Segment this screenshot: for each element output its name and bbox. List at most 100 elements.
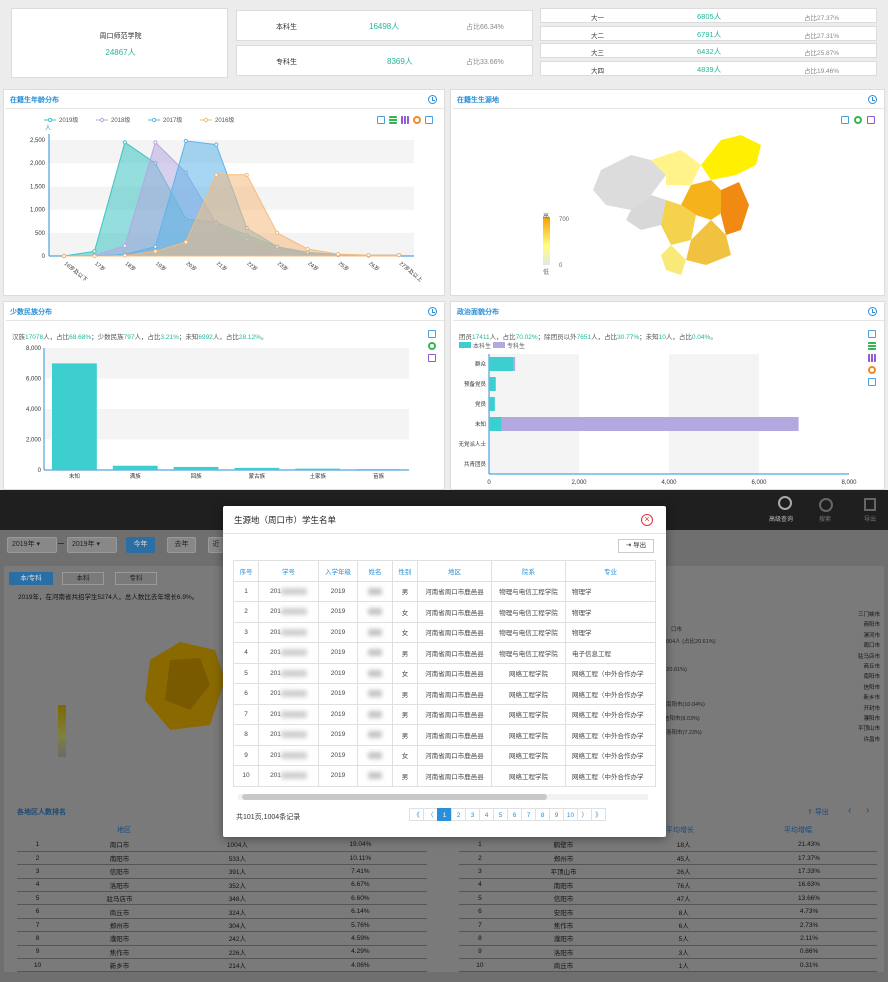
table-row[interactable]: 10 201 2019 男河南省周口市鹿邑县 网络工程学院 网络工程（中外合作办学 [233, 765, 656, 787]
tab-undergrad[interactable]: 本科 [62, 572, 104, 585]
tab-all[interactable]: 本/专科 [9, 572, 53, 585]
table-row: 10 新乡市 214人 4.06% [17, 958, 427, 973]
legend-item[interactable]: 周口市 [863, 643, 880, 650]
data-view-icon[interactable] [868, 330, 876, 338]
data-view-icon[interactable] [377, 116, 385, 124]
page-button[interactable]: 8 [535, 808, 550, 821]
table-row[interactable]: 2 201 2019 女河南省周口市鹿邑县 物理与电信工程学院 物理学 [233, 601, 656, 623]
table-row[interactable]: 5 201 2019 女河南省周口市鹿邑县 网络工程学院 网络工程（中外合作办学 [233, 662, 656, 684]
table-row[interactable]: 9 201 2019 女河南省周口市鹿邑县 网络工程学院 网络工程（中外合作办学 [233, 744, 656, 766]
history-icon[interactable] [868, 95, 877, 104]
recent-button[interactable]: 近 [208, 537, 224, 553]
export-button[interactable]: ⇥ 导出 [618, 539, 654, 553]
table-row[interactable]: 7 201 2019 男河南省周口市鹿邑县 网络工程学院 网络工程（中外合作办学 [233, 703, 656, 725]
grid-band [44, 348, 409, 379]
student-name [357, 621, 393, 643]
export-icon[interactable] [864, 498, 876, 511]
legend-item[interactable]: 驻马店市 [857, 653, 880, 660]
area-series-3 [64, 174, 400, 257]
data-view-icon[interactable] [841, 116, 849, 124]
column-header[interactable]: 入学年级 [318, 560, 358, 582]
search-label[interactable]: 搜索 [819, 517, 832, 523]
column-header[interactable]: 序号 [233, 560, 259, 582]
page-button[interactable]: 〈 [423, 808, 438, 821]
table-row[interactable]: 3 201 2019 女河南省周口市鹿邑县 物理与电信工程学院 物理学 [233, 621, 656, 643]
legend-undergrad[interactable]: 本科生 [473, 344, 492, 350]
legend-item[interactable]: 南阳市 [863, 674, 880, 681]
column-header[interactable]: 专业 [565, 560, 656, 582]
save-image-icon[interactable] [868, 378, 876, 386]
legend-item[interactable]: 漯河市 [863, 632, 880, 639]
page-button[interactable]: 2 [451, 808, 466, 821]
data-view-icon[interactable] [428, 330, 436, 338]
table-row[interactable]: 1 201 2019 男河南省周口市鹿邑县 物理与电信工程学院 物理学 [233, 580, 656, 602]
table-row[interactable]: 8 201 2019 男河南省周口市鹿邑县 网络工程学院 网络工程（中外合作办学 [233, 724, 656, 746]
table-row[interactable]: 4 201 2019 男河南省周口市鹿邑县 物理与电信工程学院 电子信息工程 [233, 642, 656, 664]
line-chart-icon[interactable] [868, 342, 876, 350]
line-chart-icon[interactable] [389, 116, 397, 124]
grid-band [44, 439, 409, 470]
legend-item[interactable]: 信阳市 [863, 684, 880, 691]
legend-item[interactable]: 平顶山市 [857, 726, 880, 733]
legend-item[interactable]: 濮阳市 [863, 716, 880, 722]
page-button[interactable]: 3 [465, 808, 480, 821]
legend-item[interactable]: 商阳市 [863, 622, 880, 629]
next-arrow-icon[interactable]: › [866, 805, 870, 816]
tab-junior[interactable]: 专科 [115, 572, 157, 585]
history-icon[interactable] [428, 95, 437, 104]
page-button[interactable]: 10 [563, 808, 578, 821]
rank-count: 226人 [181, 945, 294, 960]
page-button[interactable]: 6 [507, 808, 522, 821]
year-from-select[interactable]: 2019年 ▾ [7, 537, 57, 553]
page-button[interactable]: 〉 [577, 808, 592, 821]
henan-map[interactable] [130, 630, 230, 740]
refresh-icon[interactable] [413, 116, 421, 124]
save-image-icon[interactable] [867, 116, 875, 124]
legend-item[interactable]: 新乡市 [863, 695, 880, 702]
advanced-search-label[interactable]: 高级查询 [769, 517, 794, 523]
refresh-icon[interactable] [428, 342, 436, 350]
right-rank-table: 1 鹤壁市 18人 21.43% 2 郑州市 45人 17.37% 3 平顶山市 26人 17.33%… [459, 838, 877, 973]
page-button[interactable]: 7 [521, 808, 536, 821]
search-icon[interactable] [778, 496, 792, 510]
page-button[interactable]: 4 [479, 808, 494, 821]
region: 河南省周口市鹿邑县 [417, 621, 492, 643]
map-scale-bar[interactable] [543, 217, 550, 265]
last-year-button[interactable]: 去年 [167, 537, 196, 553]
save-image-icon[interactable] [428, 354, 436, 362]
page-button[interactable]: 5 [493, 808, 508, 821]
prev-arrow-icon[interactable]: ‹ [848, 805, 852, 816]
legend-item[interactable]: 开封市 [863, 705, 880, 712]
page-button[interactable]: 9 [549, 808, 564, 821]
legend-junior[interactable]: 专科生 [507, 344, 526, 350]
this-year-button[interactable]: 今年 [126, 537, 155, 553]
page-button[interactable]: 》 [591, 808, 606, 821]
horizontal-scrollbar[interactable] [238, 794, 648, 800]
year-to-select[interactable]: 2019年 ▾ [67, 537, 117, 553]
table-row[interactable]: 6 201 2019 男河南省周口市鹿邑县 网络工程学院 网络工程（中外合作办学 [233, 683, 656, 705]
bar-chart-icon[interactable] [401, 116, 409, 124]
history-icon[interactable] [868, 307, 877, 316]
china-map[interactable] [571, 120, 771, 280]
redacted-name [368, 608, 382, 616]
history-icon[interactable] [428, 307, 437, 316]
bar-chart-icon[interactable] [868, 354, 876, 362]
legend-item[interactable]: 许昌市 [863, 736, 880, 743]
column-header[interactable]: 学号 [258, 560, 319, 582]
column-header[interactable]: 姓名 [357, 560, 393, 582]
export-label[interactable]: 导出 [864, 517, 877, 523]
export-link[interactable]: ⇪ 导出 [807, 809, 829, 816]
column-header[interactable]: 院系 [491, 560, 566, 582]
column-header[interactable]: 性别 [392, 560, 418, 582]
save-image-icon[interactable] [425, 116, 433, 124]
refresh-icon[interactable] [868, 366, 876, 374]
scrollbar-thumb[interactable] [242, 794, 547, 800]
legend-item[interactable]: 三门峡市 [857, 612, 880, 618]
page-button[interactable]: 《 [409, 808, 424, 821]
column-header[interactable]: 地区 [417, 560, 492, 582]
page-button[interactable]: 1 [437, 808, 452, 821]
refresh-icon[interactable] [854, 116, 862, 124]
clock-icon[interactable] [819, 498, 833, 512]
legend-item[interactable]: 商丘市 [863, 664, 880, 670]
close-icon[interactable]: × [641, 514, 653, 526]
